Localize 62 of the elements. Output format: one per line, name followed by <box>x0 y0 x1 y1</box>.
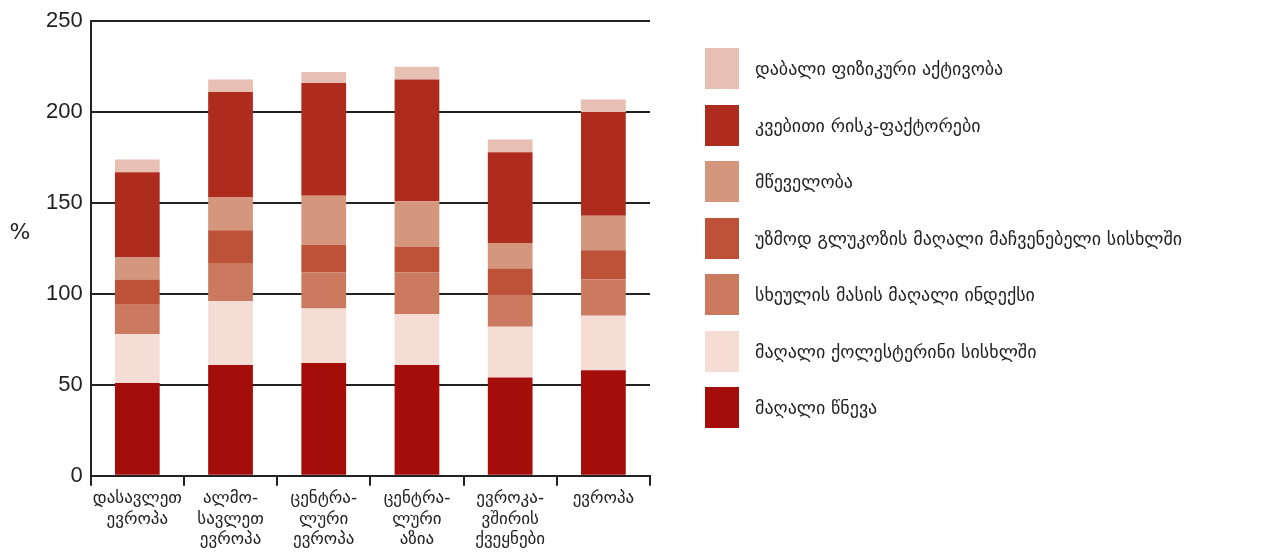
legend-label: სხეულის მასის მაღალი ინდექსი <box>755 284 1035 305</box>
bar <box>487 152 533 244</box>
y-tick-label: 150 <box>45 189 83 215</box>
y-tick-label: 200 <box>45 98 83 124</box>
x-tick-label: ცენტრა- ლური აზია <box>383 487 451 549</box>
legend-label: უზმოდ გლუკოზის მაღალი მაჩვენებელი სისხლში <box>755 227 1183 249</box>
bar <box>394 246 440 273</box>
bar <box>487 268 533 296</box>
bar <box>581 250 626 280</box>
bar <box>301 272 347 309</box>
bar <box>114 279 160 305</box>
legend-label: კვებითი რისკ-ფაქტორები <box>755 114 981 136</box>
bar <box>208 263 253 302</box>
bar <box>394 201 440 247</box>
bar <box>394 313 440 365</box>
legend-label: მწეველობა <box>755 171 853 192</box>
bar <box>208 197 253 231</box>
bar <box>114 257 160 280</box>
bar <box>581 99 626 113</box>
bar <box>301 244 347 273</box>
bar <box>301 308 347 364</box>
x-tick-label: დასავლეთ ევროპა <box>92 487 182 528</box>
bar <box>114 333 160 384</box>
bar <box>301 72 347 84</box>
bar <box>114 172 160 258</box>
bar <box>208 79 253 93</box>
y-tick-label: 250 <box>45 7 83 33</box>
x-tick-label: ცენტრა- ლური ევროპა <box>290 487 358 549</box>
y-tick-label: 50 <box>58 370 83 396</box>
bar <box>208 92 253 198</box>
y-tick-label: 100 <box>45 280 83 306</box>
bar <box>487 326 533 378</box>
bar <box>487 243 533 269</box>
legend-label: მაღალი წნევა <box>755 397 878 418</box>
bar <box>581 112 626 216</box>
bar <box>114 304 160 334</box>
bar <box>394 79 440 202</box>
legend-label: მაღალი ქოლესტერინი სისხლში <box>755 340 1037 362</box>
bar <box>301 195 347 245</box>
bar <box>114 159 160 173</box>
bar <box>581 315 626 371</box>
bar <box>114 383 160 475</box>
bar <box>394 272 440 314</box>
x-tick-label: ევროკა- ვშირის ქვეყნები <box>475 487 546 549</box>
bar <box>301 83 347 196</box>
bar <box>394 364 440 475</box>
bar <box>301 363 347 475</box>
bar <box>487 139 533 153</box>
legend-label: დაბალი ფიზიკური აქტივობა <box>755 58 1004 79</box>
x-tick-label: ალმო- სავლეთ ევროპა <box>197 487 264 549</box>
bar <box>208 230 253 264</box>
bar <box>394 66 440 80</box>
bar <box>487 295 533 327</box>
bar <box>581 279 626 316</box>
bar <box>581 370 626 475</box>
bar <box>208 301 253 365</box>
bar <box>208 364 253 475</box>
x-tick-label: ევროპა <box>572 487 635 508</box>
bar <box>487 377 533 475</box>
y-axis-title: % <box>9 219 31 245</box>
bar <box>581 215 626 251</box>
y-tick-label: 0 <box>70 461 83 487</box>
